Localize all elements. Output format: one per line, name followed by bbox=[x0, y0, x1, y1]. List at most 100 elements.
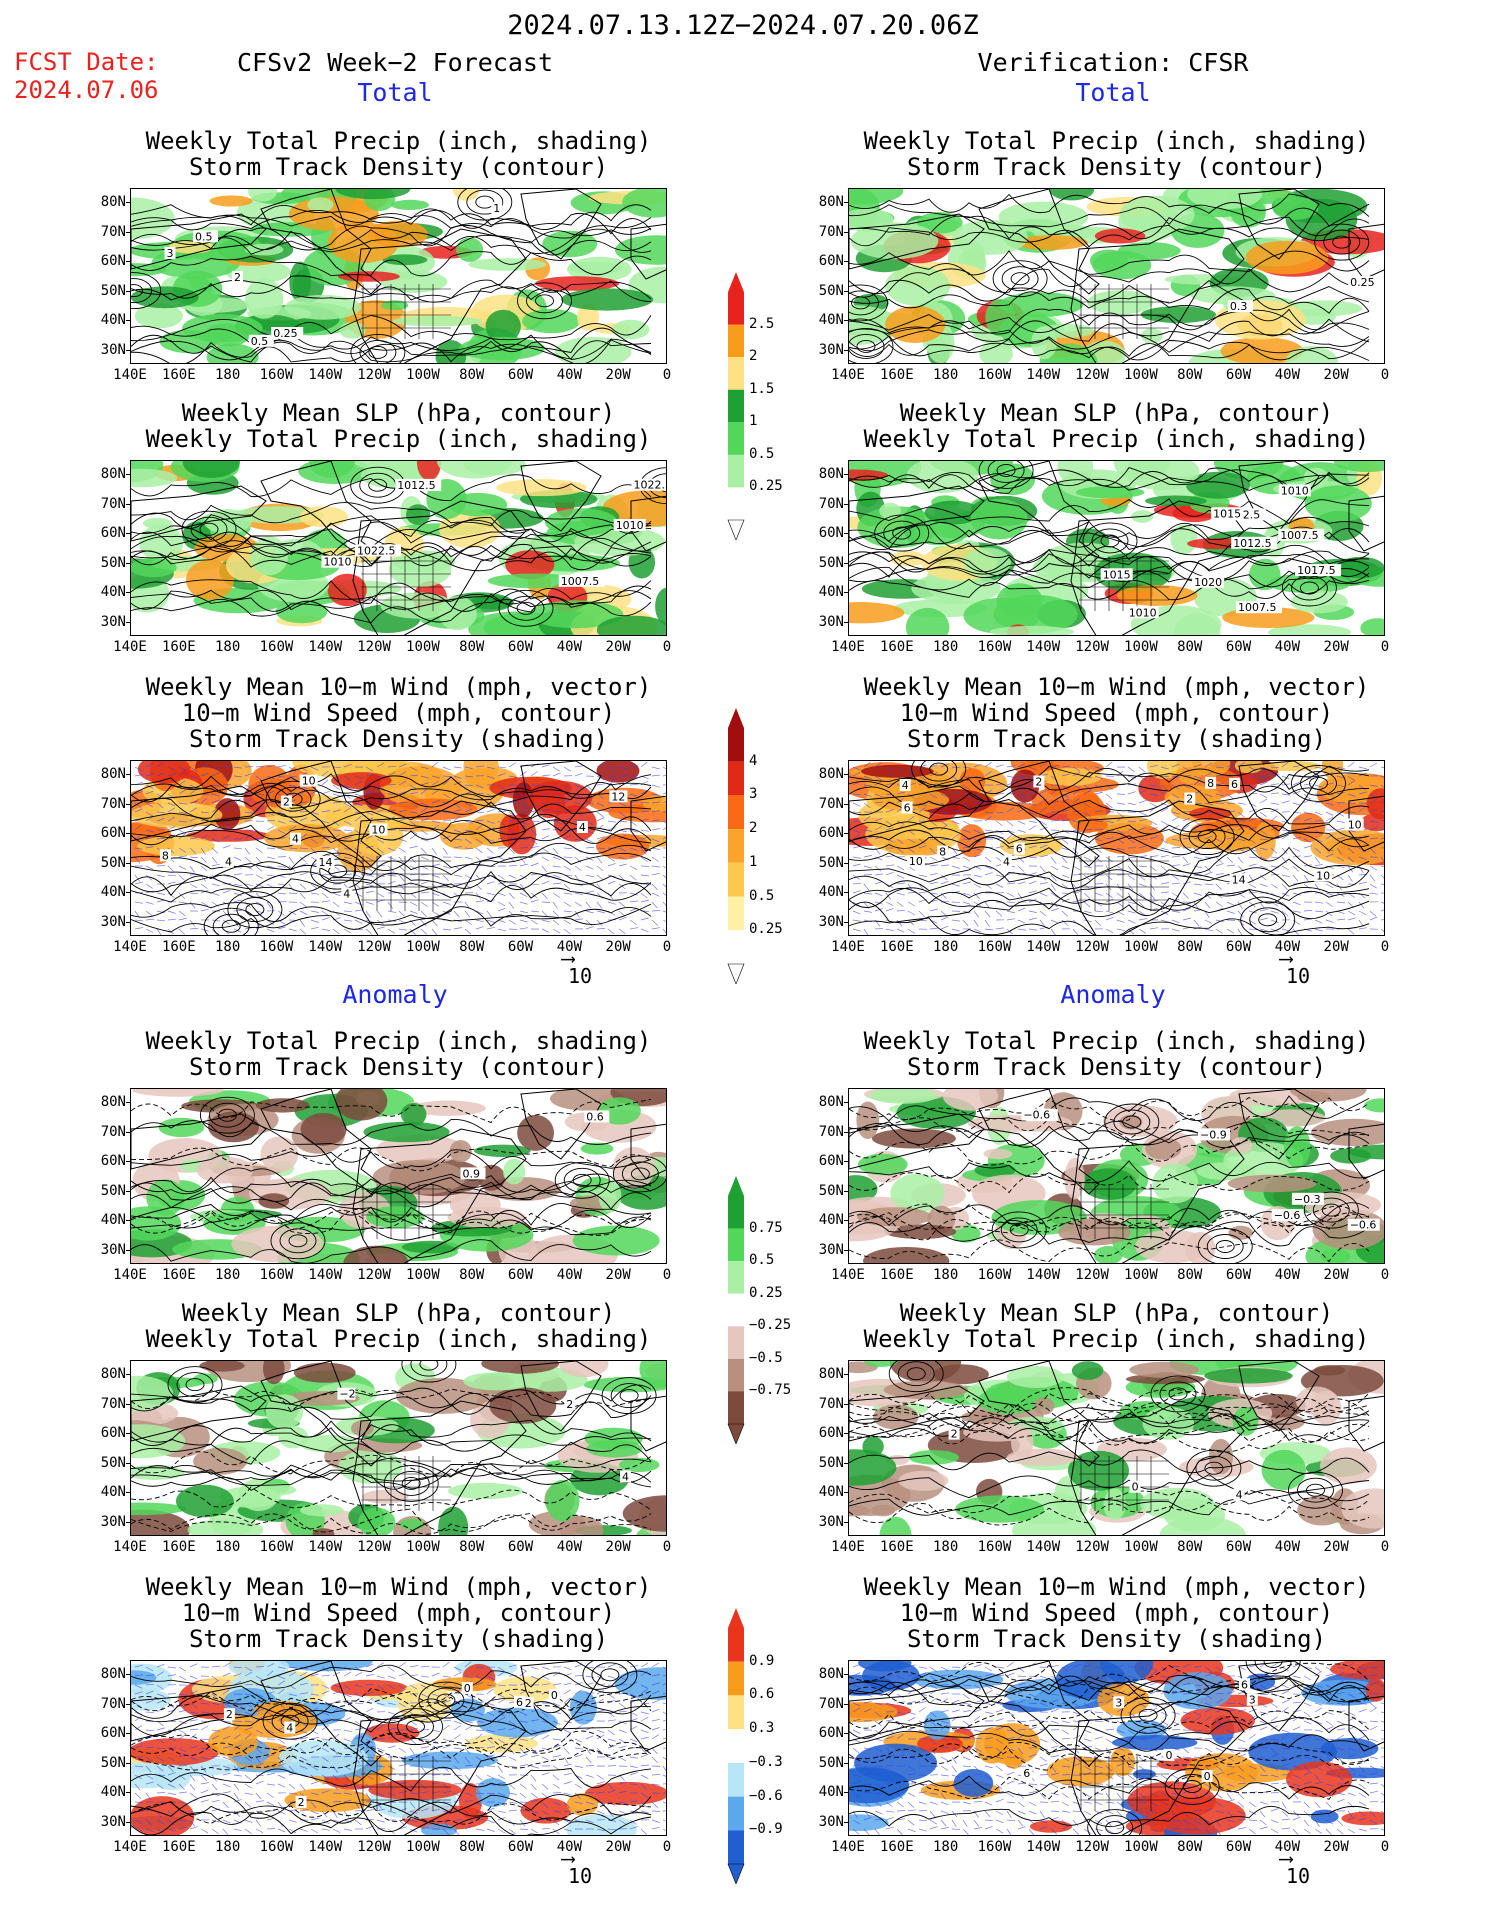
fc-total-wind-reference-arrow-icon: ⟶ bbox=[562, 946, 575, 970]
fc-anom-wind-contour-label: 0 bbox=[551, 1689, 558, 1702]
fc-anom-precip-lat-label: 50N bbox=[100, 1182, 126, 1199]
storm-density-total-colorbar-label: 3 bbox=[749, 786, 758, 803]
fc-total-slp-title-line-2: Weekly Total Precip (inch, shading) bbox=[145, 425, 652, 453]
vf-total-wind-contour-label: 2 bbox=[1186, 793, 1193, 806]
storm-density-total-colorbar-swatch bbox=[728, 795, 744, 830]
storm-density-anomaly-colorbar-swatch bbox=[728, 1729, 744, 1763]
vf-total-precip-coastlines bbox=[849, 189, 1384, 363]
fc-anom-wind-lat-label: 50N bbox=[100, 1754, 126, 1771]
fc-anom-slp-lat-tick bbox=[126, 1403, 130, 1405]
fc-total-wind-contour-label: 4 bbox=[579, 821, 586, 834]
vf-total-wind-contour-label: 6 bbox=[904, 802, 911, 815]
fc-total-slp-lon-label: 100W bbox=[406, 639, 440, 655]
fc-anom-precip-lon-label: 80W bbox=[459, 1267, 485, 1283]
vf-anom-wind-lon-label: 180 bbox=[932, 1839, 959, 1855]
vf-total-slp-lon-label: 40W bbox=[1274, 639, 1301, 655]
fc-total-slp-lon-label: 80W bbox=[459, 639, 485, 655]
vf-anom-wind-lat-tick bbox=[844, 1733, 848, 1734]
vf-total-precip-contour-label: 0.3 bbox=[1230, 300, 1248, 313]
vf-total-slp-lon-label: 0 bbox=[1380, 639, 1390, 655]
fc-anom-wind-lat-label: 80N bbox=[100, 1666, 126, 1682]
vf-anom-wind-lat-tick bbox=[844, 1674, 848, 1675]
precip-anomaly-colorbar-swatch bbox=[728, 1293, 744, 1327]
precip-total-colorbar-swatch bbox=[728, 357, 744, 390]
vf-anom-precip-lon-label: 0 bbox=[1380, 1267, 1390, 1283]
fc-total-wind-contour-label: 10 bbox=[371, 823, 385, 836]
vf-anom-slp-lon-label: 40W bbox=[1274, 1539, 1301, 1555]
vf-total-precip-lat-label: 80N bbox=[818, 194, 844, 210]
fc-total-slp-lon-label: 40W bbox=[556, 639, 583, 655]
fc-anom-wind-lat-label: 40N bbox=[100, 1784, 126, 1800]
fc-anom-wind-title-line-2: 10−m Wind Speed (mph, contour) bbox=[181, 1599, 616, 1627]
fc-anom-wind-lon-label: 160E bbox=[161, 1839, 196, 1855]
vf-total-wind-title-line-1: Weekly Mean 10−m Wind (mph, vector) bbox=[863, 673, 1370, 701]
fc-total-wind-lon-label: 140E bbox=[113, 939, 147, 955]
vf-total-wind-lon-label: 0 bbox=[1380, 939, 1390, 955]
fc-anom-wind-lon-label: 160W bbox=[259, 1839, 294, 1855]
storm-density-anomaly-colorbar-label: −0.6 bbox=[749, 1787, 783, 1804]
vf-total-slp-lat-tick bbox=[844, 562, 848, 564]
fc-anom-wind-coastlines bbox=[131, 1661, 666, 1835]
fc-anom-slp-lat-label: 40N bbox=[100, 1484, 126, 1500]
fc-anom-slp-lat-tick bbox=[126, 1462, 130, 1464]
precip-total-colorbar-swatch bbox=[728, 389, 744, 423]
vf-total-slp-title-line-2: Weekly Total Precip (inch, shading) bbox=[863, 425, 1370, 453]
vf-anom-wind-title-line-2: 10−m Wind Speed (mph, contour) bbox=[899, 1599, 1334, 1627]
fc-total-wind-map-panel: 2 4 4 4 10 10 12 8 14 4 bbox=[130, 760, 667, 936]
vf-total-slp-contour-label: 1012.5 bbox=[1233, 537, 1272, 550]
vf-total-precip-map-svg: 0.25 0.3 bbox=[849, 189, 1384, 363]
fc-anom-precip-lon-label: 160W bbox=[259, 1267, 294, 1283]
vf-anom-precip-lat-tick bbox=[844, 1190, 848, 1192]
vf-total-precip-title-line-2: Storm Track Density (contour) bbox=[906, 153, 1327, 181]
vf-anom-wind-contour-label: 0 bbox=[1204, 1770, 1211, 1783]
storm-density-anomaly-colorbar-label: 0.9 bbox=[749, 1652, 775, 1669]
vf-anom-slp-lat-tick bbox=[844, 1492, 848, 1493]
fc-total-wind-lon-label: 180 bbox=[214, 939, 241, 955]
precip-total-colorbar-label: 1 bbox=[749, 413, 758, 430]
vf-anom-slp-shading bbox=[849, 1361, 1384, 1535]
fc-anom-slp-lat-label: 30N bbox=[100, 1513, 126, 1530]
vf-total-wind-lat-label: 50N bbox=[818, 854, 844, 871]
fc-total-slp-map-panel: 1010 1010 1007.5 1012.5 1022.5 1022.5 bbox=[130, 460, 667, 636]
vf-anom-precip-lat-label: 50N bbox=[818, 1182, 844, 1199]
fc-anom-precip-lon-label: 160E bbox=[161, 1267, 196, 1283]
precip-anomaly-colorbar-swatch bbox=[728, 1358, 744, 1392]
precip-total-colorbar-label: 1.5 bbox=[749, 380, 775, 397]
vf-total-wind-lat-label: 60N bbox=[818, 825, 844, 841]
vf-total-wind-map-panel: 8 6 2 4 4 2 6 8 10 14 10 10 6 bbox=[848, 760, 1385, 936]
fc-anom-wind-lon-label: 20W bbox=[605, 1839, 631, 1855]
vf-total-slp-contour-label: 1015 bbox=[1213, 507, 1241, 520]
vf-total-precip-lat-label: 70N bbox=[818, 223, 844, 240]
fc-total-slp-lon-label: 60W bbox=[507, 639, 534, 655]
fc-total-slp-lon-label: 140W bbox=[308, 639, 343, 655]
precip-anomaly-colorbar-label: −0.5 bbox=[749, 1349, 783, 1366]
storm-density-anomaly-colorbar-swatch bbox=[728, 1830, 744, 1865]
vf-anom-wind-lat-tick bbox=[844, 1762, 848, 1764]
fc-anom-wind-lat-label: 70N bbox=[100, 1695, 126, 1712]
precip-total-colorbar-swatch bbox=[728, 422, 744, 455]
vf-anom-precip-lat-tick bbox=[844, 1131, 848, 1133]
fc-anom-wind-contour-label: 2 bbox=[226, 1708, 233, 1721]
fc-total-slp-contour-label: 1012.5 bbox=[397, 479, 436, 492]
fc-anom-slp-lon-label: 160E bbox=[161, 1539, 196, 1555]
fc-total-wind-map-svg: 2 4 4 4 10 10 12 8 14 4 bbox=[131, 761, 666, 935]
fc-total-slp-contour-label: 1022.5 bbox=[357, 544, 396, 557]
vf-total-precip-lon-label: 140E bbox=[831, 367, 865, 383]
vf-total-slp-lat-tick bbox=[844, 592, 848, 593]
fc-anom-slp-lon-label: 140E bbox=[113, 1539, 147, 1555]
vf-anom-precip-lon-label: 40W bbox=[1274, 1267, 1301, 1283]
fc-anom-slp-lon-label: 80W bbox=[459, 1539, 485, 1555]
vf-anom-precip-lat-tick bbox=[844, 1220, 848, 1221]
fc-anom-slp-title-line-2: Weekly Total Precip (inch, shading) bbox=[145, 1325, 652, 1353]
vf-anom-slp-lon-label: 140W bbox=[1026, 1539, 1061, 1555]
fc-anom-slp-lon-label: 60W bbox=[507, 1539, 534, 1555]
fc-total-wind-title-line-3: Storm Track Density (shading) bbox=[188, 725, 609, 753]
storm-density-anomaly-colorbar-swatch bbox=[728, 1661, 744, 1696]
fc-total-slp-lat-label: 50N bbox=[100, 554, 126, 571]
fc-total-precip-lon-label: 40W bbox=[556, 367, 583, 383]
fc-anom-wind-lon-label: 140E bbox=[113, 1839, 147, 1855]
vf-total-wind-contour-label: 10 bbox=[1316, 870, 1330, 883]
storm-density-total-colorbar bbox=[727, 708, 745, 984]
precip-anomaly-colorbar-swatch bbox=[728, 1391, 744, 1425]
